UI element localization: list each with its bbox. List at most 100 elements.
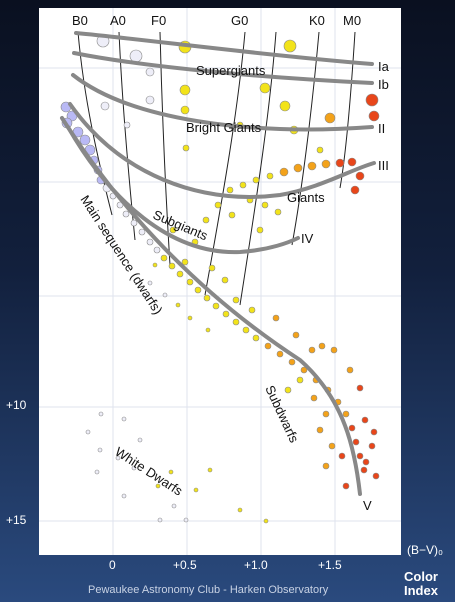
star-point	[100, 101, 110, 111]
star-point	[115, 455, 121, 461]
star-point	[179, 84, 191, 96]
curve-v	[60, 116, 362, 496]
star-point	[272, 314, 280, 322]
star-point	[266, 172, 274, 180]
spectral-label-f0: F0	[151, 13, 166, 28]
x-tick-label-1-0: +1.0	[244, 558, 268, 572]
color-index-label: Color Index	[404, 569, 438, 598]
star-point	[342, 482, 350, 490]
star-point	[362, 458, 370, 466]
y-tick-label-plus10: +10	[6, 398, 27, 412]
star-point	[248, 306, 256, 314]
star-point	[138, 228, 146, 236]
star-point	[85, 429, 91, 435]
star-point	[176, 270, 184, 278]
star-point	[310, 394, 318, 402]
star-point	[330, 346, 338, 354]
star-point	[205, 327, 211, 333]
star-point	[168, 469, 174, 475]
star-point	[335, 158, 345, 168]
class-label-v: V	[363, 498, 372, 513]
star-point	[283, 39, 297, 53]
star-point	[226, 186, 234, 194]
star-point	[121, 493, 127, 499]
star-point	[180, 105, 190, 115]
star-point	[94, 469, 100, 475]
star-point	[168, 262, 176, 270]
star-point	[356, 452, 364, 460]
star-point	[316, 146, 324, 154]
star-point	[346, 366, 354, 374]
star-point	[232, 296, 240, 304]
star-point	[98, 411, 104, 417]
label-giants: Giants	[287, 190, 325, 205]
star-point	[237, 507, 243, 513]
star-point	[155, 483, 161, 489]
star-point	[279, 100, 291, 112]
star-point	[222, 310, 230, 318]
star-point	[228, 211, 236, 219]
star-point	[368, 442, 376, 450]
star-point	[157, 517, 163, 523]
spectral-label-k0: K0	[309, 13, 325, 28]
star-point	[308, 346, 316, 354]
star-point	[350, 185, 360, 195]
star-point	[252, 176, 260, 184]
star-point	[162, 292, 168, 298]
star-point	[284, 386, 292, 394]
label-supergiants: Supergiants	[196, 63, 266, 78]
star-point	[186, 278, 194, 286]
star-point	[193, 487, 199, 493]
star-point	[288, 358, 296, 366]
star-point	[130, 219, 138, 227]
star-point	[146, 238, 154, 246]
star-point	[276, 350, 284, 358]
star-point	[129, 49, 143, 63]
star-point	[145, 67, 155, 77]
spectral-label-g0: G0	[231, 13, 248, 28]
curve-ib	[72, 51, 374, 85]
class-label-iv: IV	[301, 231, 314, 246]
star-point	[123, 121, 131, 129]
star-point	[256, 226, 264, 234]
star-point	[152, 262, 158, 268]
star-point	[279, 167, 289, 177]
star-point	[274, 208, 282, 216]
star-point	[263, 518, 269, 524]
plot-area	[39, 8, 401, 555]
star-point	[232, 318, 240, 326]
star-point	[153, 246, 161, 254]
star-point	[183, 517, 189, 523]
class-label-iii: III	[378, 158, 389, 173]
star-point	[356, 384, 364, 392]
star-point	[316, 426, 324, 434]
star-point	[145, 95, 155, 105]
x-tick-label-0: 0	[109, 558, 116, 572]
label-bright-giants: Bright Giants	[186, 120, 262, 135]
x-tick-label-1-5: +1.5	[318, 558, 342, 572]
star-point	[370, 428, 378, 436]
star-point	[293, 163, 303, 173]
star-point	[300, 366, 308, 374]
star-point	[137, 437, 143, 443]
spectral-label-a0: A0	[110, 13, 126, 28]
curve-ia	[74, 31, 374, 66]
curve-iii	[68, 102, 376, 199]
star-point	[360, 466, 368, 474]
bv-axis-label: (B−V)₀	[407, 543, 443, 557]
star-point	[194, 286, 202, 294]
star-point	[242, 326, 250, 334]
star-point	[239, 181, 247, 189]
star-point	[338, 452, 346, 460]
star-point	[202, 216, 210, 224]
star-point	[147, 280, 153, 286]
star-point	[122, 210, 130, 218]
star-point	[203, 294, 211, 302]
star-point	[347, 157, 357, 167]
y-tick-label-plus15: +15	[6, 513, 27, 527]
star-point	[321, 159, 331, 169]
star-point	[307, 161, 317, 171]
star-point	[361, 416, 369, 424]
star-point	[322, 462, 330, 470]
star-point	[169, 226, 177, 234]
